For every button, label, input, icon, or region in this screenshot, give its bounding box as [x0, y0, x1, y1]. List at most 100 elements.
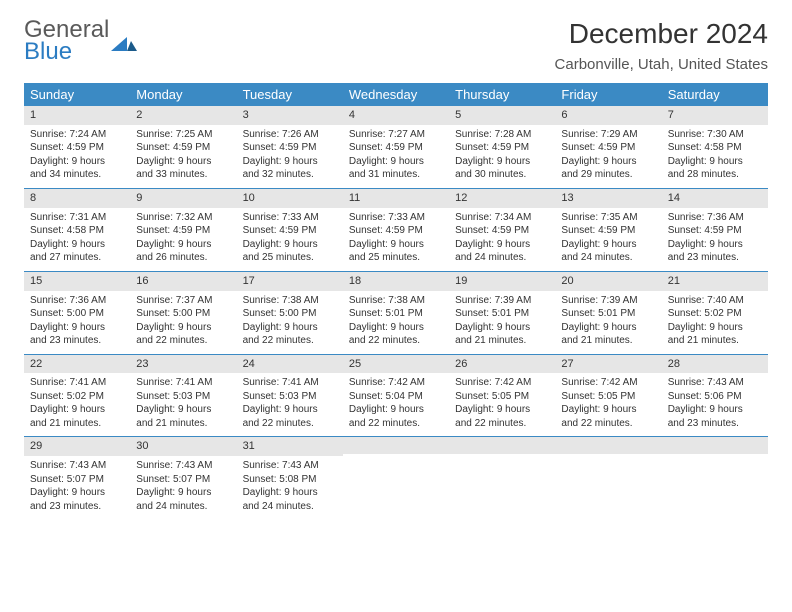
calendar-day: 19Sunrise: 7:39 AMSunset: 5:01 PMDayligh… — [449, 272, 555, 354]
calendar-day: 24Sunrise: 7:41 AMSunset: 5:03 PMDayligh… — [237, 355, 343, 437]
sunset-text: Sunset: 4:59 PM — [136, 224, 230, 238]
sunset-text: Sunset: 5:07 PM — [136, 473, 230, 487]
daylight-text: and 24 minutes. — [243, 500, 337, 514]
day-number: 7 — [662, 106, 768, 125]
daylight-text: and 23 minutes. — [668, 251, 762, 265]
day-number: 21 — [662, 272, 768, 291]
sunset-text: Sunset: 5:02 PM — [668, 307, 762, 321]
day-body: Sunrise: 7:41 AMSunset: 5:03 PMDaylight:… — [237, 373, 343, 436]
day-number: 26 — [449, 355, 555, 374]
day-body: Sunrise: 7:43 AMSunset: 5:07 PMDaylight:… — [24, 456, 130, 519]
daylight-text: Daylight: 9 hours — [136, 486, 230, 500]
sunrise-text: Sunrise: 7:30 AM — [668, 128, 762, 142]
calendar-day: 7Sunrise: 7:30 AMSunset: 4:58 PMDaylight… — [662, 106, 768, 188]
calendar-day: 9Sunrise: 7:32 AMSunset: 4:59 PMDaylight… — [130, 189, 236, 271]
day-number: 17 — [237, 272, 343, 291]
daylight-text: Daylight: 9 hours — [455, 321, 549, 335]
daylight-text: Daylight: 9 hours — [30, 238, 124, 252]
daylight-text: Daylight: 9 hours — [243, 321, 337, 335]
day-body: Sunrise: 7:27 AMSunset: 4:59 PMDaylight:… — [343, 125, 449, 188]
sunset-text: Sunset: 5:02 PM — [30, 390, 124, 404]
calendar-day: 27Sunrise: 7:42 AMSunset: 5:05 PMDayligh… — [555, 355, 661, 437]
sunset-text: Sunset: 4:59 PM — [136, 141, 230, 155]
day-number: 16 — [130, 272, 236, 291]
day-number: 25 — [343, 355, 449, 374]
daylight-text: and 24 minutes. — [136, 500, 230, 514]
day-number — [449, 437, 555, 454]
sunrise-text: Sunrise: 7:40 AM — [668, 294, 762, 308]
day-number: 5 — [449, 106, 555, 125]
calendar-day: 21Sunrise: 7:40 AMSunset: 5:02 PMDayligh… — [662, 272, 768, 354]
daylight-text: Daylight: 9 hours — [136, 321, 230, 335]
calendar-day: 1Sunrise: 7:24 AMSunset: 4:59 PMDaylight… — [24, 106, 130, 188]
day-number: 27 — [555, 355, 661, 374]
calendar-day: 26Sunrise: 7:42 AMSunset: 5:05 PMDayligh… — [449, 355, 555, 437]
daylight-text: Daylight: 9 hours — [243, 238, 337, 252]
sunrise-text: Sunrise: 7:36 AM — [30, 294, 124, 308]
day-body: Sunrise: 7:41 AMSunset: 5:03 PMDaylight:… — [130, 373, 236, 436]
sunrise-text: Sunrise: 7:32 AM — [136, 211, 230, 225]
calendar-day: 23Sunrise: 7:41 AMSunset: 5:03 PMDayligh… — [130, 355, 236, 437]
sunrise-text: Sunrise: 7:43 AM — [243, 459, 337, 473]
daylight-text: Daylight: 9 hours — [30, 321, 124, 335]
sunrise-text: Sunrise: 7:34 AM — [455, 211, 549, 225]
logo-word-blue: Blue — [24, 40, 109, 64]
calendar-day: 28Sunrise: 7:43 AMSunset: 5:06 PMDayligh… — [662, 355, 768, 437]
day-body: Sunrise: 7:32 AMSunset: 4:59 PMDaylight:… — [130, 208, 236, 271]
sunrise-text: Sunrise: 7:25 AM — [136, 128, 230, 142]
day-number: 18 — [343, 272, 449, 291]
day-body: Sunrise: 7:40 AMSunset: 5:02 PMDaylight:… — [662, 291, 768, 354]
calendar-body: 1Sunrise: 7:24 AMSunset: 4:59 PMDaylight… — [24, 106, 768, 519]
dow-wednesday: Wednesday — [343, 83, 449, 106]
calendar-week: 8Sunrise: 7:31 AMSunset: 4:58 PMDaylight… — [24, 189, 768, 272]
daylight-text: and 23 minutes. — [30, 334, 124, 348]
sunset-text: Sunset: 4:59 PM — [561, 141, 655, 155]
day-number: 29 — [24, 437, 130, 456]
calendar-day: 17Sunrise: 7:38 AMSunset: 5:00 PMDayligh… — [237, 272, 343, 354]
calendar-day: 14Sunrise: 7:36 AMSunset: 4:59 PMDayligh… — [662, 189, 768, 271]
day-number: 15 — [24, 272, 130, 291]
dow-monday: Monday — [130, 83, 236, 106]
day-body: Sunrise: 7:38 AMSunset: 5:00 PMDaylight:… — [237, 291, 343, 354]
calendar-day: 13Sunrise: 7:35 AMSunset: 4:59 PMDayligh… — [555, 189, 661, 271]
calendar-day: 2Sunrise: 7:25 AMSunset: 4:59 PMDaylight… — [130, 106, 236, 188]
day-body: Sunrise: 7:41 AMSunset: 5:02 PMDaylight:… — [24, 373, 130, 436]
dow-friday: Friday — [555, 83, 661, 106]
calendar-page: General Blue December 2024 Carbonville, … — [0, 0, 792, 537]
day-number — [343, 437, 449, 454]
daylight-text: Daylight: 9 hours — [455, 238, 549, 252]
sunset-text: Sunset: 5:03 PM — [136, 390, 230, 404]
daylight-text: and 23 minutes. — [668, 417, 762, 431]
daylight-text: and 22 minutes. — [243, 417, 337, 431]
day-body: Sunrise: 7:42 AMSunset: 5:04 PMDaylight:… — [343, 373, 449, 436]
daylight-text: and 28 minutes. — [668, 168, 762, 182]
daylight-text: Daylight: 9 hours — [668, 238, 762, 252]
sunrise-text: Sunrise: 7:43 AM — [136, 459, 230, 473]
daylight-text: Daylight: 9 hours — [30, 155, 124, 169]
calendar-day: 22Sunrise: 7:41 AMSunset: 5:02 PMDayligh… — [24, 355, 130, 437]
title-block: December 2024 Carbonville, Utah, United … — [555, 18, 768, 73]
calendar-day: 10Sunrise: 7:33 AMSunset: 4:59 PMDayligh… — [237, 189, 343, 271]
sunset-text: Sunset: 5:00 PM — [136, 307, 230, 321]
calendar-day: 20Sunrise: 7:39 AMSunset: 5:01 PMDayligh… — [555, 272, 661, 354]
calendar-day: 31Sunrise: 7:43 AMSunset: 5:08 PMDayligh… — [237, 437, 343, 519]
day-body: Sunrise: 7:31 AMSunset: 4:58 PMDaylight:… — [24, 208, 130, 271]
day-number: 20 — [555, 272, 661, 291]
dow-saturday: Saturday — [662, 83, 768, 106]
page-header: General Blue December 2024 Carbonville, … — [24, 18, 768, 73]
sunrise-text: Sunrise: 7:27 AM — [349, 128, 443, 142]
sunset-text: Sunset: 4:59 PM — [349, 141, 443, 155]
day-body: Sunrise: 7:43 AMSunset: 5:07 PMDaylight:… — [130, 456, 236, 519]
sunrise-text: Sunrise: 7:37 AM — [136, 294, 230, 308]
daylight-text: and 25 minutes. — [349, 251, 443, 265]
daylight-text: Daylight: 9 hours — [349, 403, 443, 417]
sunrise-text: Sunrise: 7:42 AM — [561, 376, 655, 390]
day-body: Sunrise: 7:39 AMSunset: 5:01 PMDaylight:… — [555, 291, 661, 354]
calendar-week: 15Sunrise: 7:36 AMSunset: 5:00 PMDayligh… — [24, 272, 768, 355]
calendar-day — [343, 437, 449, 519]
sunset-text: Sunset: 5:05 PM — [561, 390, 655, 404]
calendar-day: 30Sunrise: 7:43 AMSunset: 5:07 PMDayligh… — [130, 437, 236, 519]
daylight-text: Daylight: 9 hours — [668, 155, 762, 169]
daylight-text: and 22 minutes. — [349, 334, 443, 348]
calendar-day — [449, 437, 555, 519]
